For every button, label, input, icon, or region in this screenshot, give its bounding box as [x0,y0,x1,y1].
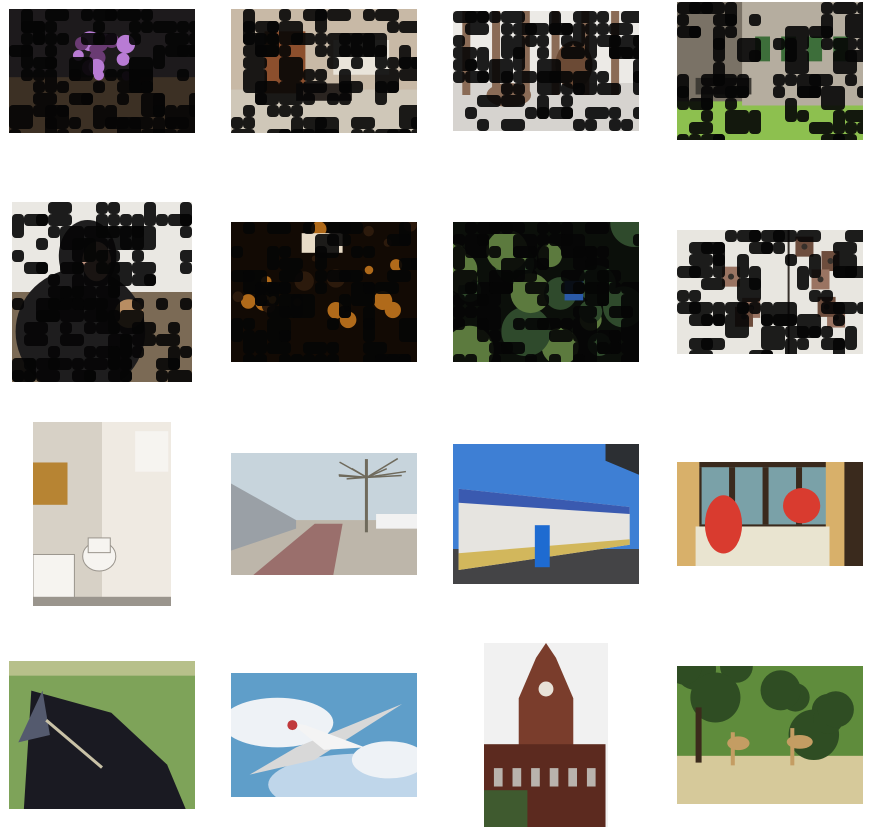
photo-window-seat-pillows [677,461,863,566]
photo-giraffes-park [677,665,863,804]
photo-image [231,452,417,575]
photo-image [12,201,192,382]
gallery-cell [0,630,211,839]
gallery-cell [661,630,872,839]
gallery-cell [0,409,211,618]
photo-garden-trees-masked [453,221,639,362]
photo-articulated-bus [453,443,639,584]
gallery-cell [215,187,433,396]
photo-image [677,461,863,566]
gallery-cell [437,0,655,175]
photo-image [231,8,417,133]
photo-image [231,672,417,797]
gallery-cell [437,187,655,396]
photo-bears-in-forest-masked [453,10,639,131]
photo-image [677,1,863,140]
photo-bathroom-toilet [33,421,171,606]
photo-image [677,229,863,354]
gallery-cell [437,630,655,839]
photo-image [9,660,195,809]
photo-image [453,221,639,362]
gallery-cell [437,409,655,618]
gallery-cell [215,630,433,839]
photo-dark-restaurant-masked [231,221,417,362]
photo-image [453,443,639,584]
gallery-cell [661,409,872,618]
photo-image [484,642,608,827]
photo-image [9,8,195,133]
photo-birdhouses-masked [677,229,863,354]
gallery-cell [215,409,433,618]
photo-image [231,221,417,362]
gallery-cell [661,187,872,396]
photo-image [453,10,639,131]
photo-stone-building-bench-masked [677,1,863,140]
photo-train-station-platform [231,452,417,575]
photo-airplane-sky [231,672,417,797]
photo-living-room-masked [231,8,417,133]
photo-horse-portrait [9,660,195,809]
gallery-cell [215,0,433,175]
photo-image [677,665,863,804]
gallery-cell [0,187,211,396]
gallery-cell [661,0,872,175]
photo-flowers-indoor-masked [9,8,195,133]
photo-brick-clock-tower [484,642,608,827]
gallery-cell [0,0,211,175]
photo-person-hoodie-masked [12,201,192,382]
photo-image [33,421,171,606]
